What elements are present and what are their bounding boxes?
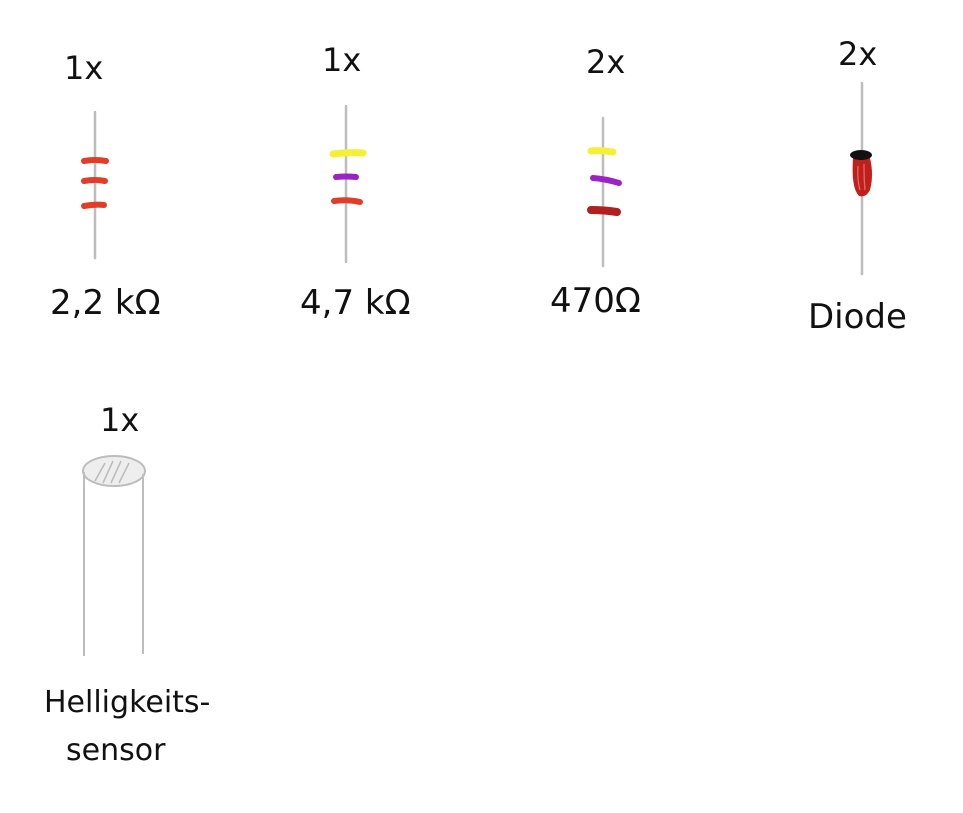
resistor-470-band-2 [590, 175, 622, 186]
value-label-resistor-470: 470Ω [550, 281, 641, 321]
light-sensor-top [82, 455, 146, 487]
diode-cathode-band [850, 150, 872, 160]
resistor-2k2 [81, 110, 109, 260]
label-light-sensor-line-1: Helligkeits- [44, 685, 211, 720]
light-sensor [82, 455, 146, 656]
diode-body-highlight [857, 163, 866, 191]
resistor-2k2-band-1 [81, 157, 109, 164]
resistor-470 [587, 116, 622, 268]
diode [850, 81, 872, 276]
light-sensor-hatching [94, 460, 130, 484]
quantity-label-resistor-470: 2x [586, 43, 626, 81]
quantity-label-resistor-2k2: 1x [64, 49, 104, 87]
resistor-4k7-band-3 [331, 197, 363, 205]
diode-body [852, 158, 872, 197]
resistor-4k7-band-2 [333, 173, 359, 180]
value-label-resistor-4k7: 4,7 kΩ [300, 283, 411, 323]
quantity-label-diode: 2x [838, 35, 878, 73]
resistor-2k2-band-3 [81, 201, 107, 209]
resistor-2k2-band-2 [81, 177, 108, 184]
resistor-4k7-band-1 [329, 149, 367, 158]
label-diode: Diode [808, 297, 907, 337]
label-light-sensor-line-2: sensor [66, 733, 166, 768]
quantity-label-light-sensor: 1x [100, 401, 140, 439]
value-label-resistor-2k2: 2,2 kΩ [50, 283, 161, 323]
resistor-470-band-3 [587, 206, 621, 216]
resistor-470-band-1 [587, 147, 617, 156]
quantity-label-resistor-4k7: 1x [322, 41, 362, 79]
resistor-4k7 [329, 104, 367, 264]
